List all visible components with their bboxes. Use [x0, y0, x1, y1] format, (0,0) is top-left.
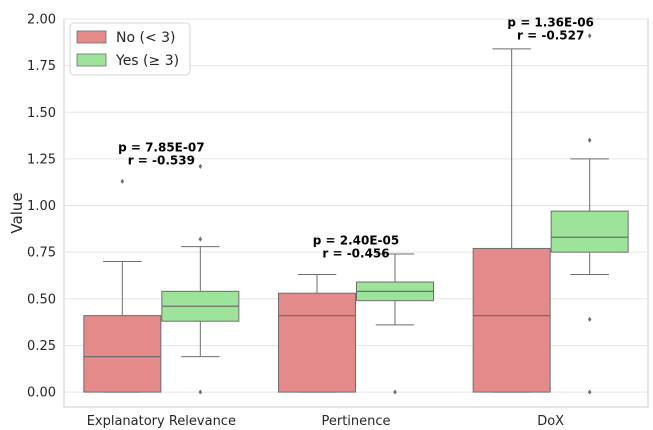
y-tick-label: 1.50 [27, 106, 56, 121]
box-outlier [198, 163, 203, 169]
y-tick-label: 0.00 [27, 386, 56, 401]
box-outlier [120, 178, 125, 184]
box-outlier [587, 33, 592, 39]
significance-annotation: r = -0.539 [128, 153, 195, 167]
y-axis-label: Value [8, 192, 26, 233]
box-outlier [198, 236, 203, 242]
legend-label: Yes (≥ 3) [115, 53, 179, 69]
legend-swatch [76, 30, 107, 44]
box-outlier [587, 389, 592, 395]
legend-label: No (< 3) [116, 30, 176, 46]
x-tick-label: Explanatory Relevance [87, 414, 236, 429]
box-body [278, 292, 356, 393]
box-body [472, 247, 551, 393]
legend: No (< 3) Yes (≥ 3) [69, 22, 191, 76]
y-tick-label: 1.75 [27, 59, 56, 74]
x-tick-label: DoX [537, 414, 564, 429]
box-outlier [393, 389, 397, 395]
x-tick-label: Pertinence [321, 414, 390, 429]
y-tick-label: 0.50 [27, 292, 56, 307]
y-tick-label: 1.25 [27, 152, 56, 167]
significance-annotation: r = -0.456 [322, 247, 389, 261]
box-body [83, 315, 162, 393]
significance-annotation: p = 1.36E-06 [507, 15, 593, 29]
box-outlier [587, 137, 592, 143]
significance-annotation: r = -0.527 [517, 28, 584, 42]
box-outlier [198, 389, 203, 395]
legend-swatch [76, 53, 107, 67]
x-axis-ticks: Explanatory Relevance Pertinence DoX [87, 414, 564, 429]
y-tick-label: 2.00 [27, 13, 56, 28]
y-axis-ticks: 0.00 0.25 0.50 0.75 1.00 1.25 1.50 1.75 2.00 [27, 13, 56, 401]
box-marks [83, 33, 629, 395]
y-tick-label: 0.25 [27, 339, 56, 354]
box-body [550, 210, 629, 253]
significance-annotation: p = 7.85E-07 [118, 140, 204, 154]
significance-annotation: p = 2.40E-05 [313, 234, 399, 248]
y-tick-label: 1.00 [27, 199, 56, 214]
y-tick-label: 0.75 [27, 246, 56, 261]
box-outlier [587, 316, 592, 322]
